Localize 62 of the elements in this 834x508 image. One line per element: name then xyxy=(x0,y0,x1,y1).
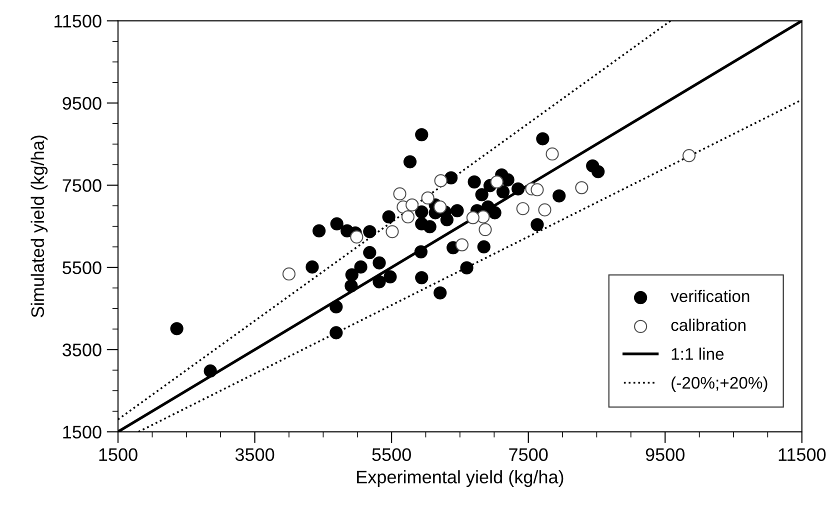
point xyxy=(501,173,514,186)
x-tick-label: 7500 xyxy=(509,448,548,462)
point xyxy=(466,211,480,224)
point xyxy=(415,271,428,284)
point xyxy=(414,245,428,258)
point xyxy=(450,204,464,218)
x-tick-label: 1500 xyxy=(99,448,138,462)
point xyxy=(477,240,490,254)
x-axis-title: Experimental yield (kg/ha) xyxy=(357,470,564,487)
point xyxy=(423,220,436,234)
point xyxy=(345,268,358,282)
x-tick-label: 11500 xyxy=(778,448,826,462)
point xyxy=(444,171,458,184)
point xyxy=(530,183,544,196)
point xyxy=(512,182,525,196)
point xyxy=(354,260,368,274)
point xyxy=(372,275,386,288)
legend-label: 1:1 line xyxy=(672,348,724,360)
point xyxy=(330,300,343,314)
point xyxy=(403,155,417,168)
y-tick-label: 11500 xyxy=(54,14,102,28)
legend-label: calibration xyxy=(671,318,746,331)
point xyxy=(306,260,319,274)
point xyxy=(536,132,550,146)
y-tick-label: 1500 xyxy=(63,426,102,439)
point xyxy=(344,279,358,292)
y-tick-label: 5500 xyxy=(62,261,102,274)
y-tick-label: 9500 xyxy=(62,96,102,110)
point xyxy=(434,286,447,300)
point xyxy=(475,188,488,202)
point xyxy=(330,326,343,340)
legend-label: verification xyxy=(670,290,750,302)
point xyxy=(384,270,397,284)
point xyxy=(363,225,376,238)
point xyxy=(552,189,566,202)
point xyxy=(312,224,326,238)
point xyxy=(434,200,447,214)
point xyxy=(421,191,434,205)
point xyxy=(363,246,376,260)
point xyxy=(488,206,502,220)
point xyxy=(490,175,504,188)
point xyxy=(496,185,510,198)
point xyxy=(468,175,481,188)
point xyxy=(170,322,184,336)
point xyxy=(415,128,428,142)
point xyxy=(460,261,474,274)
point xyxy=(372,256,386,270)
point xyxy=(330,217,344,230)
y-tick-label: 3500 xyxy=(62,344,102,356)
point xyxy=(382,210,396,224)
point xyxy=(592,165,605,178)
point xyxy=(204,364,217,378)
y-tick-label: 7500 xyxy=(62,179,102,192)
point xyxy=(415,205,428,218)
point xyxy=(350,230,364,244)
point xyxy=(406,198,419,212)
legend-label: (-20%;+20%) xyxy=(672,376,768,392)
x-tick-label: 5500 xyxy=(372,448,411,462)
x-tick-label: 3500 xyxy=(235,448,274,462)
point xyxy=(530,218,544,232)
x-tick-label: 9500 xyxy=(646,448,684,462)
y-axis-title: Simulated yield (kg/ha) xyxy=(30,136,48,318)
